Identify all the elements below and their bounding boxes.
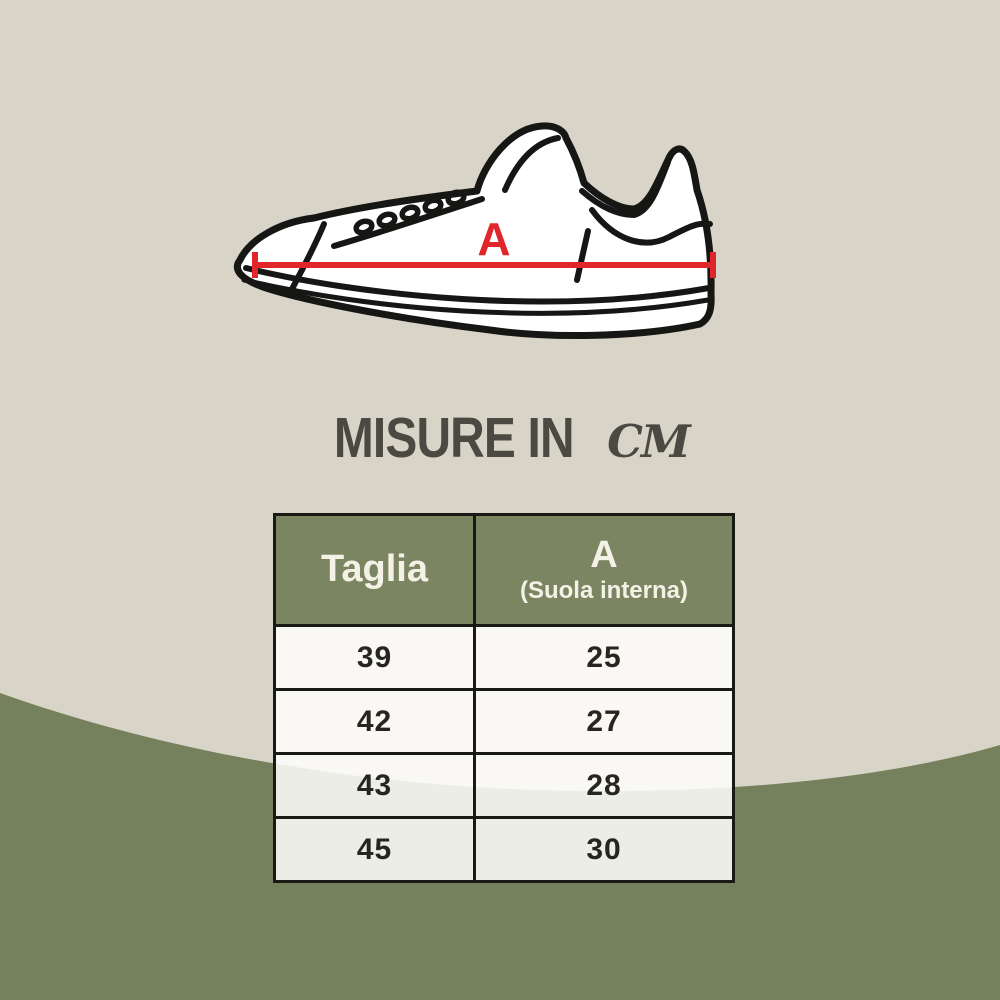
sole-cell: 30 (473, 816, 735, 883)
measurement-label: A (477, 213, 510, 265)
collar-inner-line (579, 159, 671, 219)
header-taglia-label: Taglia (321, 548, 428, 591)
quarter-seam (574, 228, 591, 283)
header-suola-sublabel: (Suola interna) (519, 577, 688, 605)
table-row: 42 27 (273, 688, 735, 755)
laces (353, 189, 467, 236)
sole-cell: 27 (473, 688, 735, 755)
size-cell: 45 (273, 816, 476, 883)
measurement-line: A (252, 213, 716, 278)
size-cell: 39 (273, 624, 476, 691)
table-row: 43 28 (273, 752, 735, 819)
table-row: 45 30 (273, 816, 735, 883)
heel-overlay-line (589, 207, 713, 246)
size-table: Taglia A (Suola interna) 39 25 42 27 43 … (273, 513, 735, 883)
size-cell: 42 (273, 688, 476, 755)
eyestay-line (331, 196, 485, 249)
toe-seam (289, 221, 327, 292)
header-suola-label: A (590, 533, 618, 576)
table-header-row: Taglia A (Suola interna) (273, 513, 735, 627)
shoe-diagram: A (222, 98, 746, 350)
table-row: 39 25 (273, 624, 735, 691)
sole-cell: 25 (473, 624, 735, 691)
header-taglia: Taglia (273, 513, 476, 627)
tongue-line (502, 135, 561, 193)
title-unit: CM (607, 415, 691, 468)
page-title: MISURE IN CM (0, 410, 1000, 467)
title-text: MISURE IN (334, 406, 575, 470)
header-suola: A (Suola interna) (473, 513, 735, 627)
midsole-line-lower (241, 277, 711, 316)
sneaker-outline (233, 122, 715, 340)
sole-cell: 28 (473, 752, 735, 819)
sneaker-illustration: A (233, 122, 716, 340)
size-cell: 43 (273, 752, 476, 819)
